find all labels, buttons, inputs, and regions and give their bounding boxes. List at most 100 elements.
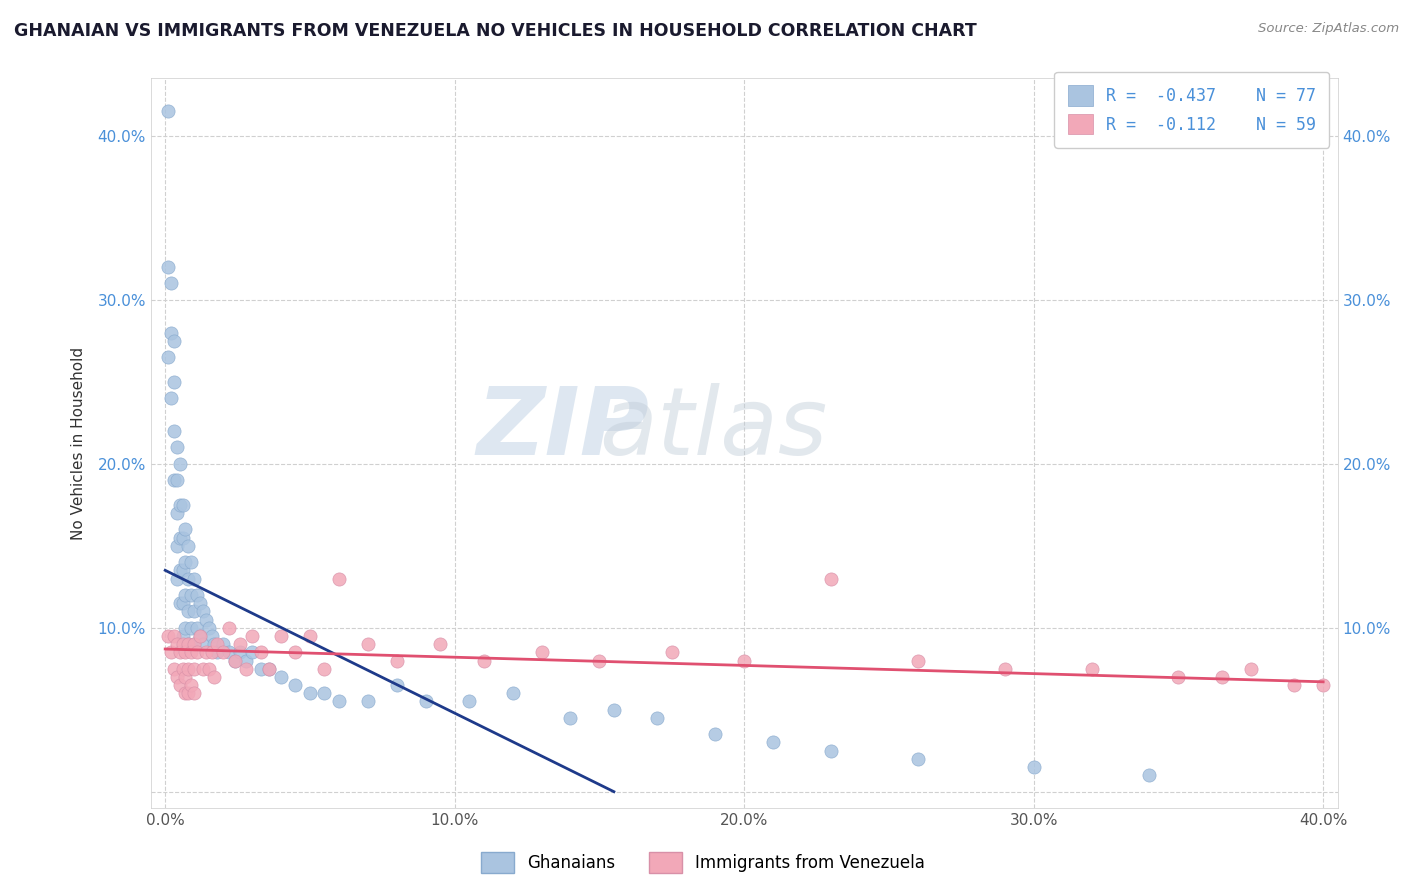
- Point: [907, 752, 929, 766]
- Point: [1139, 768, 1161, 782]
- Point: [207, 645, 229, 659]
- Point: [183, 686, 205, 700]
- Point: [163, 473, 186, 487]
- Point: [207, 637, 229, 651]
- Point: [200, 645, 222, 659]
- Point: [1167, 670, 1189, 684]
- Point: [177, 604, 200, 618]
- Point: [172, 531, 194, 545]
- Point: [160, 391, 183, 405]
- Point: [191, 662, 214, 676]
- Point: [174, 686, 197, 700]
- Point: [169, 531, 191, 545]
- Point: [180, 621, 202, 635]
- Point: [994, 662, 1017, 676]
- Point: [194, 613, 217, 627]
- Point: [194, 645, 217, 659]
- Point: [314, 686, 336, 700]
- Point: [472, 653, 495, 667]
- Point: [183, 637, 205, 651]
- Point: [169, 645, 191, 659]
- Point: [284, 678, 307, 692]
- Point: [172, 563, 194, 577]
- Point: [202, 670, 225, 684]
- Point: [202, 637, 225, 651]
- Point: [298, 686, 321, 700]
- Point: [235, 662, 257, 676]
- Y-axis label: No Vehicles in Household: No Vehicles in Household: [72, 347, 86, 540]
- Point: [270, 670, 292, 684]
- Point: [907, 653, 929, 667]
- Point: [169, 457, 191, 471]
- Point: [212, 645, 235, 659]
- Point: [172, 637, 194, 651]
- Point: [385, 653, 408, 667]
- Point: [560, 711, 582, 725]
- Point: [218, 621, 240, 635]
- Point: [415, 694, 437, 708]
- Point: [820, 744, 842, 758]
- Point: [357, 637, 380, 651]
- Point: [191, 637, 214, 651]
- Point: [180, 678, 202, 692]
- Point: [177, 662, 200, 676]
- Point: [160, 645, 183, 659]
- Point: [357, 694, 380, 708]
- Point: [166, 539, 188, 553]
- Point: [284, 645, 307, 659]
- Point: [1211, 670, 1233, 684]
- Point: [235, 653, 257, 667]
- Point: [188, 596, 211, 610]
- Point: [174, 670, 197, 684]
- Legend: R =  -0.437    N = 77, R =  -0.112    N = 59: R = -0.437 N = 77, R = -0.112 N = 59: [1054, 72, 1329, 148]
- Point: [191, 604, 214, 618]
- Point: [157, 104, 180, 119]
- Point: [259, 662, 281, 676]
- Point: [166, 506, 188, 520]
- Point: [212, 637, 235, 651]
- Point: [240, 645, 263, 659]
- Point: [172, 596, 194, 610]
- Point: [328, 694, 350, 708]
- Point: [160, 326, 183, 340]
- Text: atlas: atlas: [599, 384, 827, 475]
- Point: [172, 498, 194, 512]
- Point: [733, 653, 755, 667]
- Point: [218, 645, 240, 659]
- Point: [661, 645, 683, 659]
- Point: [1312, 678, 1334, 692]
- Point: [163, 424, 186, 438]
- Point: [166, 670, 188, 684]
- Point: [163, 334, 186, 348]
- Point: [249, 645, 271, 659]
- Point: [1282, 678, 1305, 692]
- Point: [177, 637, 200, 651]
- Point: [1080, 662, 1102, 676]
- Point: [172, 629, 194, 643]
- Text: Source: ZipAtlas.com: Source: ZipAtlas.com: [1258, 22, 1399, 36]
- Point: [186, 621, 208, 635]
- Point: [169, 498, 191, 512]
- Point: [224, 653, 246, 667]
- Point: [163, 662, 186, 676]
- Point: [177, 637, 200, 651]
- Point: [588, 653, 610, 667]
- Point: [183, 662, 205, 676]
- Point: [186, 588, 208, 602]
- Point: [200, 629, 222, 643]
- Point: [163, 629, 186, 643]
- Point: [820, 572, 842, 586]
- Point: [163, 375, 186, 389]
- Point: [1022, 760, 1045, 774]
- Point: [177, 539, 200, 553]
- Point: [224, 653, 246, 667]
- Point: [458, 694, 481, 708]
- Point: [197, 621, 219, 635]
- Point: [166, 440, 188, 454]
- Point: [174, 555, 197, 569]
- Point: [249, 662, 271, 676]
- Point: [177, 572, 200, 586]
- Point: [157, 260, 180, 274]
- Point: [647, 711, 669, 725]
- Legend: Ghanaians, Immigrants from Venezuela: Ghanaians, Immigrants from Venezuela: [474, 846, 932, 880]
